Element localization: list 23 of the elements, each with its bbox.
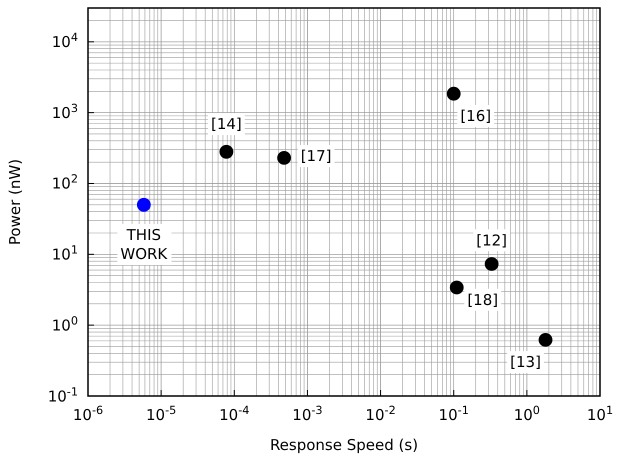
annotation: [18]	[467, 290, 498, 309]
annotation: [14]	[210, 115, 242, 134]
annotation: [17]	[300, 147, 332, 166]
x-tick-label: 10$^{-1}$	[438, 404, 469, 424]
x-tick-label: 10$^{1}$	[586, 404, 614, 424]
y-tick-label: 10$^{0}$	[52, 314, 78, 334]
annotation: [12]	[476, 231, 508, 250]
x-tick-label: 10$^{-3}$	[292, 404, 323, 424]
annotation: THIS WORK	[120, 226, 168, 264]
x-tick-label: 10$^{0}$	[514, 404, 540, 424]
y-tick-label: 10$^{-1}$	[48, 384, 78, 406]
x-tick-label: 10$^{-5}$	[146, 404, 176, 424]
x-tick-label: 10$^{-4}$	[219, 404, 250, 424]
y-axis-title: Power (nW)	[6, 158, 24, 246]
annotation: [13]	[510, 353, 541, 372]
x-tick-label: 10$^{-6}$	[72, 404, 104, 424]
y-tick-label: 10$^{4}$	[52, 30, 78, 52]
y-tick-label: 10$^{3}$	[52, 101, 78, 122]
y-tick-label: 10$^{1}$	[52, 243, 78, 264]
x-axis-title: Response Speed (s)	[270, 436, 418, 454]
annotation: [16]	[460, 106, 492, 125]
y-tick-label: 10$^{2}$	[52, 172, 78, 193]
x-tick-label: 10$^{-2}$	[365, 404, 396, 424]
